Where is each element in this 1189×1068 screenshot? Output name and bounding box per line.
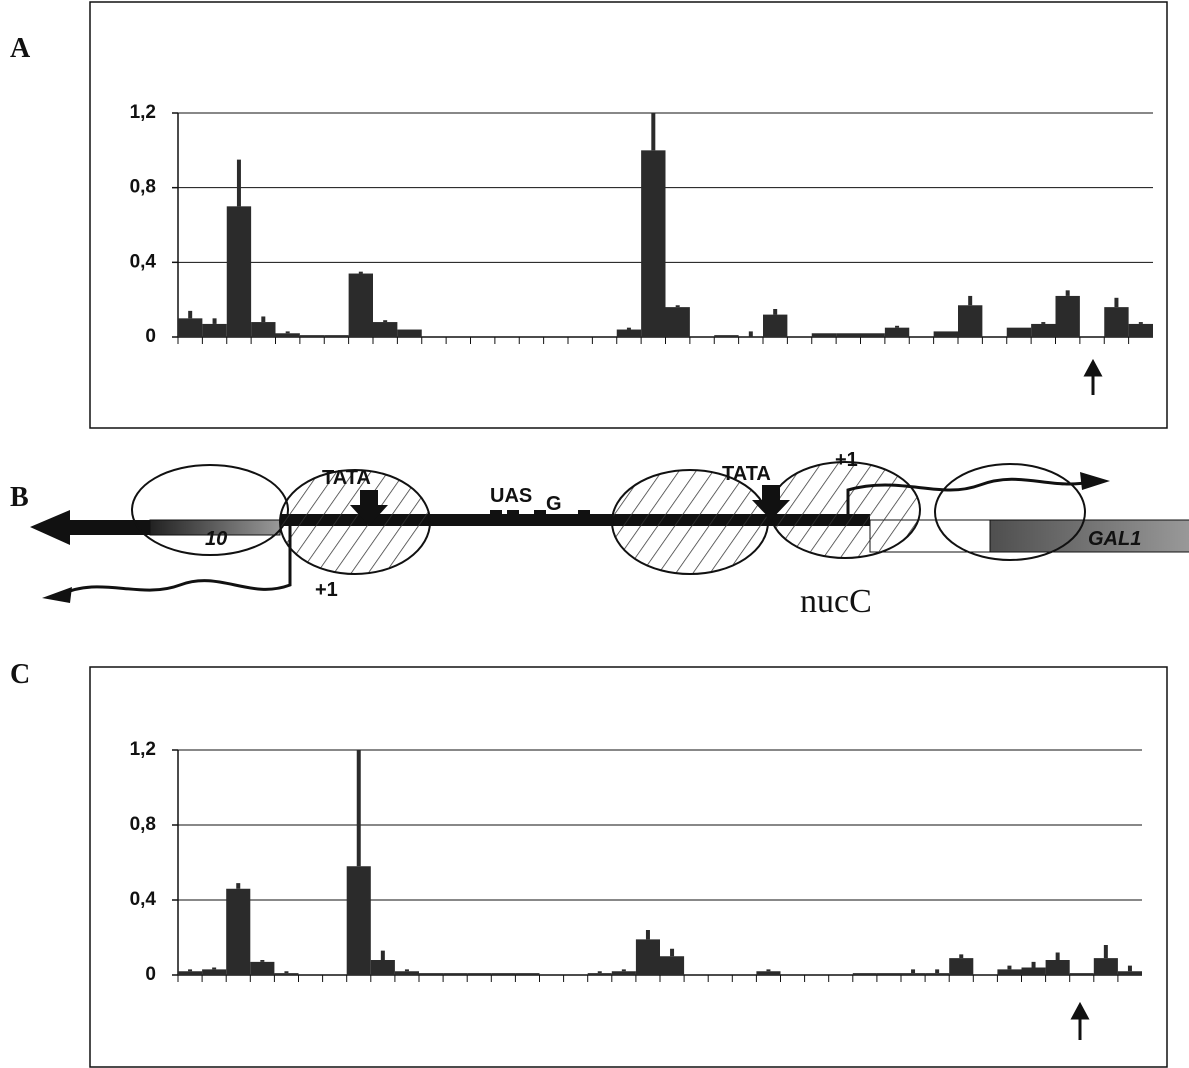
bar [1104,307,1129,337]
bar [226,206,252,337]
tata-label: TATA [722,463,771,485]
bar [763,314,788,337]
bar [348,273,373,337]
bar [660,956,685,975]
bar [641,150,666,337]
bar [1093,958,1118,975]
bar [665,307,690,337]
bar [1006,327,1032,337]
tss-label: +1 [835,449,858,471]
bar [756,971,781,975]
bar [397,329,422,337]
gene-label: GAL1 [1088,528,1141,550]
bar [202,969,227,975]
panel-label: B [10,482,29,513]
bar [324,335,349,337]
uas-label: UAS [490,485,532,507]
bar [373,322,398,337]
bar [860,333,885,337]
panel-label: C [10,659,30,690]
chart-frame [89,666,1168,1068]
bar [714,335,739,337]
y-tick-label: 0,8 [130,177,156,198]
y-tick-label: 0 [145,326,156,347]
bar [250,961,275,975]
bar [1055,295,1080,337]
bar [587,973,612,975]
bar [1128,323,1153,337]
bar [925,973,950,975]
tss-label: +1 [315,579,338,601]
bar [852,973,877,975]
bar [370,960,395,975]
bar [467,973,492,975]
gene-label: 10 [205,528,227,550]
nucleosome-label: nucC [800,583,872,620]
bar [491,973,516,975]
tata-label: TATA [322,467,371,489]
promoter-diagram: TATA TATA UAS G +1 +1 10 GAL1 nucC [30,449,1189,620]
bar [949,958,974,975]
bar [394,971,419,975]
bar [1045,960,1070,975]
bar [1069,973,1094,975]
bar [958,305,983,337]
bar [275,333,300,337]
y-tick-label: 0,8 [130,814,156,835]
bar [1031,323,1056,337]
bar [876,973,901,975]
bar [251,322,276,337]
panel-label: A [10,33,31,64]
y-tick-label: 0 [145,964,156,985]
y-tick-label: 1,2 [130,739,156,760]
bar [611,971,636,975]
bar [616,329,642,337]
bar [933,331,958,337]
chart-frame [89,1,1168,429]
bar [997,969,1022,975]
bar [346,866,371,975]
bar [443,973,468,975]
bar [226,888,251,975]
bar [884,327,910,337]
y-tick-label: 0,4 [130,889,157,910]
bar [811,333,837,337]
bar [202,323,227,337]
bar [419,973,444,975]
bar [635,939,660,975]
y-tick-label: 0,4 [130,251,157,272]
bar [274,973,299,975]
bar [836,333,861,337]
bar [178,318,203,337]
y-tick-label: 1,2 [130,102,156,123]
bar [1117,971,1142,975]
bar [515,973,540,975]
bar [178,971,203,975]
bar [901,973,926,975]
bar [1021,967,1046,975]
uas-subscript: G [546,493,562,515]
bar [299,335,325,337]
arrow [1070,358,1103,1040]
